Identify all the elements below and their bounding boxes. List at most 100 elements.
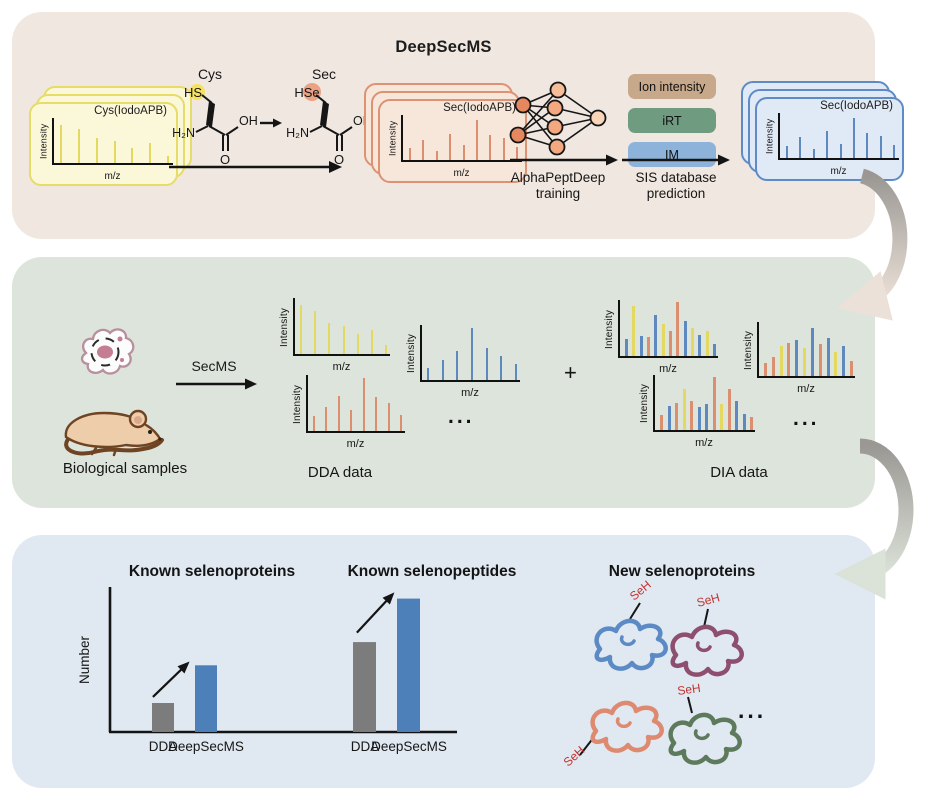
spectrum-plot: [653, 375, 755, 432]
card-title: Sec(IodoAPB): [443, 102, 516, 114]
wedge-bond: [206, 101, 215, 127]
oxygen-label: O: [334, 152, 344, 167]
mz-axis-label: m/z: [461, 387, 479, 399]
spectrum-bar: [779, 345, 783, 376]
tick-dda: DDA: [351, 739, 380, 754]
spectrum-bar: [337, 396, 340, 431]
spectrum-bar: [803, 347, 807, 376]
mz-axis-label: m/z: [659, 363, 677, 375]
card-front-predicted-spectrum: Sec(IodoAPB) Intensity m/z: [755, 97, 904, 181]
spectrum-bar: [646, 336, 650, 356]
spectrum-bar: [795, 340, 799, 376]
spectrum-dda-yellow: Intensity m/z: [278, 298, 390, 373]
mouse-inner-ear: [134, 416, 142, 424]
spectrum-bar: [654, 314, 658, 356]
cell-dot: [120, 358, 124, 362]
spectrum-bar: [661, 323, 665, 356]
arrowhead: [329, 161, 342, 173]
training-caption: AlphaPeptDeep training: [490, 170, 626, 202]
mouse-leg: [112, 447, 118, 457]
bond: [309, 125, 323, 133]
spectrum-bar: [826, 131, 829, 158]
chemistry-cys-to-sec: Cys HS H₂N O OH Sec HSe H₂N: [169, 66, 372, 173]
title-known-selenoproteins: Known selenoproteins: [128, 563, 296, 580]
new-proteins-ellipsis: ...: [738, 697, 767, 723]
training-caption-line2: training: [535, 186, 581, 201]
spectrum-bar: [113, 140, 116, 163]
mz-axis-label: m/z: [104, 171, 121, 182]
nn-nodes: [509, 81, 607, 156]
spectrum-bar: [720, 403, 723, 430]
flow-arrow-panel1-to-panel2: [837, 168, 908, 321]
spectrum-bar: [408, 148, 411, 160]
spectrum-bar: [698, 334, 702, 356]
card-front-sec-spectrum: Sec(IodoAPB) Intensity m/z: [378, 99, 527, 183]
spectrum-dia-3: Intensity m/z: [742, 322, 855, 395]
spectrum-bar: [839, 143, 842, 158]
spectrum-bar: [462, 144, 465, 160]
spectrum-bar: [842, 345, 846, 376]
prediction-caption-line1: SIS database: [635, 170, 717, 185]
mz-axis-label: m/z: [453, 168, 470, 179]
mz-axis-label: m/z: [797, 383, 815, 395]
dia-ellipsis: ...: [793, 407, 820, 430]
neural-network-icon: [509, 81, 607, 156]
flow-arrow-panel2-to-panel3: [834, 438, 914, 600]
spectrum-bar: [787, 342, 791, 376]
mz-axis-label: m/z: [346, 438, 365, 450]
cell-icon: [80, 328, 135, 375]
card-front-cys-spectrum: Cys(IodoAPB) Intensity m/z: [29, 102, 178, 186]
secms-arrow-label: SecMS: [191, 358, 237, 374]
thiol-highlight: [189, 84, 205, 100]
bond: [322, 125, 340, 136]
arrowhead: [606, 154, 618, 166]
spectrum-bar: [131, 147, 134, 163]
spectrum-predicted-sec: Intensity m/z: [763, 113, 899, 177]
intensity-axis-label: Intensity: [279, 307, 290, 347]
mouse-nose: [158, 437, 162, 441]
spectrum-bar: [683, 321, 687, 356]
bar-deepsecms-peptides: [397, 598, 420, 732]
spectrum-bar: [371, 330, 373, 354]
mz-axis-label: m/z: [332, 361, 351, 373]
cardstack-sec-iodoapb: Sec(IodoAPB) Intensity m/z: [364, 83, 534, 187]
spectrum-bar: [95, 138, 98, 163]
spectrum-bar: [705, 331, 709, 356]
spectrum-bar: [850, 360, 854, 376]
spectrum-bar: [682, 389, 686, 430]
spectrum-bar: [879, 135, 882, 158]
spectrum-bar: [362, 378, 365, 431]
sec-label: Sec: [312, 66, 336, 82]
spectrum-bar: [669, 331, 672, 356]
hydroxyl-label: OH: [239, 114, 258, 128]
spectrum-bar: [449, 133, 452, 160]
spectrum-bar: [812, 149, 815, 158]
badge-label: iRT: [662, 113, 682, 128]
spectrum-bar: [826, 338, 830, 376]
bond: [225, 126, 239, 136]
spectrum-bar: [771, 356, 775, 376]
cell-dashed-ring: [90, 337, 120, 367]
spectrum-bar: [810, 328, 814, 376]
spectrum-bar: [400, 415, 403, 431]
spectrum-bar: [59, 124, 62, 163]
wedge-bond: [320, 101, 329, 127]
spectrum-bar: [325, 407, 328, 431]
intensity-axis-label: Intensity: [604, 309, 615, 349]
spectrum-bar: [385, 345, 388, 354]
dda-data-caption: DDA data: [307, 464, 373, 481]
selenol-group-label: HSe: [294, 85, 319, 100]
spectrum-bar: [515, 363, 518, 380]
badge-im: IM: [628, 142, 716, 167]
spectrum-plot: [420, 325, 520, 382]
prediction-arrow: [622, 154, 730, 166]
spectrum-bar: [697, 406, 701, 430]
prediction-caption-line2: prediction: [646, 186, 706, 201]
tick-dda: DDA: [149, 739, 178, 754]
spectrum-bar: [690, 401, 693, 430]
spectrum-bar: [639, 335, 643, 356]
bar-dda-proteins: [152, 703, 174, 732]
spectrum-bar: [475, 119, 478, 160]
seh-label: SeH: [695, 590, 721, 610]
